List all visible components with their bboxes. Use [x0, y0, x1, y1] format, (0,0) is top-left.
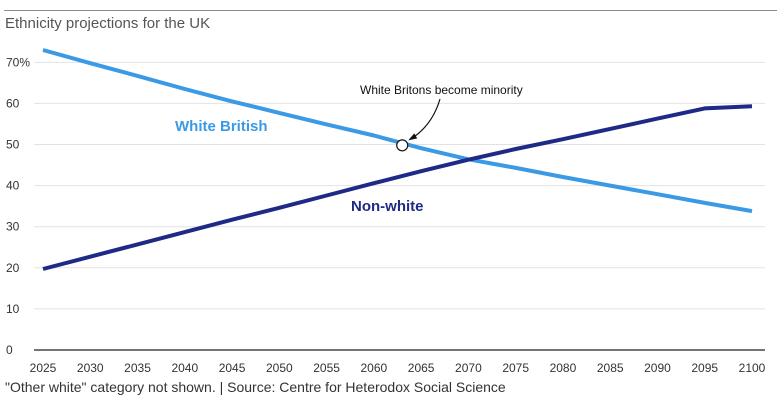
y-tick-label: 70% [6, 55, 30, 69]
x-tick-label: 2085 [597, 361, 624, 375]
x-tick-label: 2065 [408, 361, 435, 375]
series-label-white-british: White British [175, 118, 268, 135]
y-tick-label: 20 [6, 261, 20, 275]
x-tick-label: 2025 [30, 361, 57, 375]
x-tick-label: 2080 [550, 361, 577, 375]
minority-point-marker [396, 139, 409, 152]
x-tick-label: 2050 [266, 361, 293, 375]
x-tick-label: 2060 [361, 361, 388, 375]
x-tick-label: 2035 [124, 361, 151, 375]
chart-title: Ethnicity projections for the UK [5, 15, 211, 32]
x-tick-label: 2055 [313, 361, 340, 375]
series-label-non-white: Non-white [351, 198, 424, 215]
x-tick-label: 2100 [739, 361, 766, 375]
x-tick-label: 2030 [77, 361, 104, 375]
title-rule [4, 10, 777, 11]
y-tick-label: 30 [6, 220, 20, 234]
annotation-text: White Britons become minority [360, 83, 523, 97]
y-tick-label: 60 [6, 96, 20, 110]
y-tick-label: 40 [6, 179, 20, 193]
series-line-white-british [42, 48, 753, 214]
x-tick-label: 2090 [644, 361, 671, 375]
x-tick-label: 2040 [171, 361, 198, 375]
x-tick-label: 2045 [219, 361, 246, 375]
y-tick-label: 0 [6, 343, 13, 357]
x-tick-label: 2070 [455, 361, 482, 375]
x-tick-label: 2075 [502, 361, 529, 375]
series-line-non-white [42, 104, 753, 271]
source-footnote: "Other white" category not shown. | Sour… [5, 379, 506, 395]
annotation-arrow [409, 98, 441, 140]
x-tick-label: 2095 [691, 361, 718, 375]
y-tick-label: 10 [6, 302, 20, 316]
y-tick-label: 50 [6, 138, 20, 152]
annotation-arrowhead [408, 133, 418, 141]
